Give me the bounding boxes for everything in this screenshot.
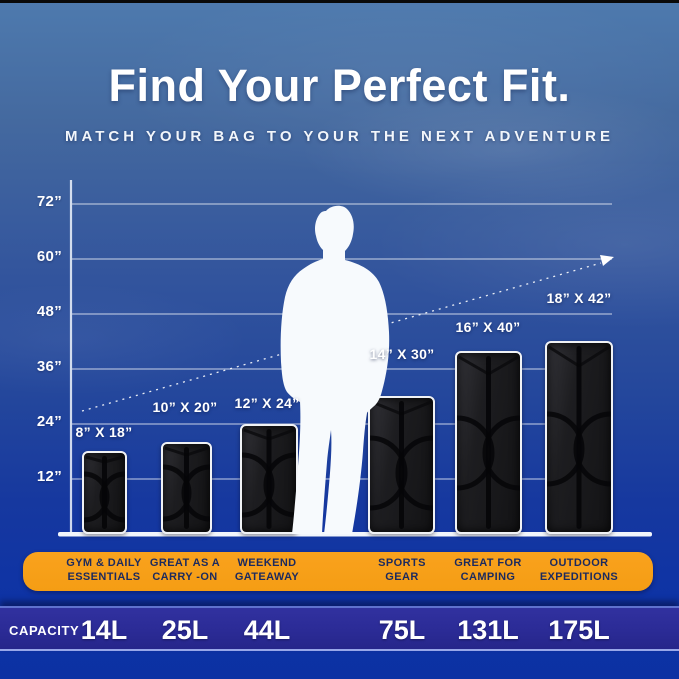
bag-size-label: 16” X 40” xyxy=(455,319,521,335)
category-line: OUTDOOR xyxy=(549,557,609,569)
bag-size-label: 18” X 42” xyxy=(546,290,612,306)
y-tick-label: 48” xyxy=(36,303,62,320)
category-line: GYM & DAILY xyxy=(66,557,142,569)
category-banner: GYM & DAILY ESSENTIALS GREAT AS A CARRY -ON… xyxy=(23,552,653,591)
y-tick-label: 12” xyxy=(36,468,62,485)
category-line: SPORTS xyxy=(378,557,426,569)
trend-dashed-line xyxy=(81,262,602,412)
bag-size-label: 12” X 24” xyxy=(234,395,300,411)
category-line: CAMPING xyxy=(460,570,516,583)
bag-strap-pattern xyxy=(84,455,125,529)
y-tick-label: 24” xyxy=(36,413,62,430)
category-line: GATEAWAY xyxy=(234,570,300,583)
capacity-value: 44L xyxy=(243,615,291,645)
page-title: Find Your Perfect Fit. xyxy=(108,60,571,111)
category-line: CARRY -ON xyxy=(152,570,218,583)
capacity-value: 131L xyxy=(457,615,519,645)
top-black-bar xyxy=(0,0,679,3)
bag-strap-pattern xyxy=(370,400,433,529)
y-tick-label: 36” xyxy=(36,358,62,375)
page-subtitle: MATCH YOUR BAG TO YOUR THE NEXT ADVENTUR… xyxy=(64,128,615,145)
y-tick-label: 60” xyxy=(36,248,62,265)
category-label: GYM & DAILY ESSENTIALS xyxy=(46,557,162,584)
category-line: EXPEDITIONS xyxy=(539,570,619,583)
category-line: ESSENTIALS xyxy=(67,570,141,583)
category-line: WEEKEND xyxy=(237,557,297,569)
bag-strap-pattern xyxy=(457,355,520,529)
duffel-bag xyxy=(161,442,212,534)
capacity-value: 175L xyxy=(548,615,610,645)
bag-strap-pattern xyxy=(547,345,611,529)
category-line: GREAT FOR xyxy=(454,557,522,569)
bag-size-label: 14” X 30” xyxy=(369,346,435,362)
duffel-bag xyxy=(368,396,435,534)
duffel-bag xyxy=(455,351,522,534)
capacity-value: 25L xyxy=(161,615,209,645)
category-line: GEAR xyxy=(385,570,419,583)
bag-strap-pattern xyxy=(242,428,296,529)
category-label: WEEKEND GATEAWAY xyxy=(209,557,325,584)
category-label: OUTDOOR EXPEDITIONS xyxy=(521,557,637,584)
duffel-bag xyxy=(82,451,127,534)
category-label: GREAT AS A CARRY -ON xyxy=(127,557,243,584)
category-line: GREAT AS A xyxy=(149,557,221,569)
bag-size-label: 10” X 20” xyxy=(152,399,218,415)
capacity-row-label: CAPACITY xyxy=(9,623,80,638)
category-label: GREAT FOR CAMPING xyxy=(430,557,546,584)
capacity-bar: CAPACITY 14L 25L 44L 75L 131L 175L xyxy=(0,606,679,651)
duffel-bag xyxy=(545,341,613,534)
y-tick-label: 72” xyxy=(36,193,62,210)
category-label: SPORTS GEAR xyxy=(344,557,460,584)
bag-strap-pattern xyxy=(163,446,210,529)
capacity-value: 14L xyxy=(80,615,128,645)
trend-arrow-head xyxy=(600,255,614,266)
capacity-value: 75L xyxy=(378,615,426,645)
duffel-bag xyxy=(240,424,298,534)
bag-size-label: 8” X 18” xyxy=(75,424,133,440)
